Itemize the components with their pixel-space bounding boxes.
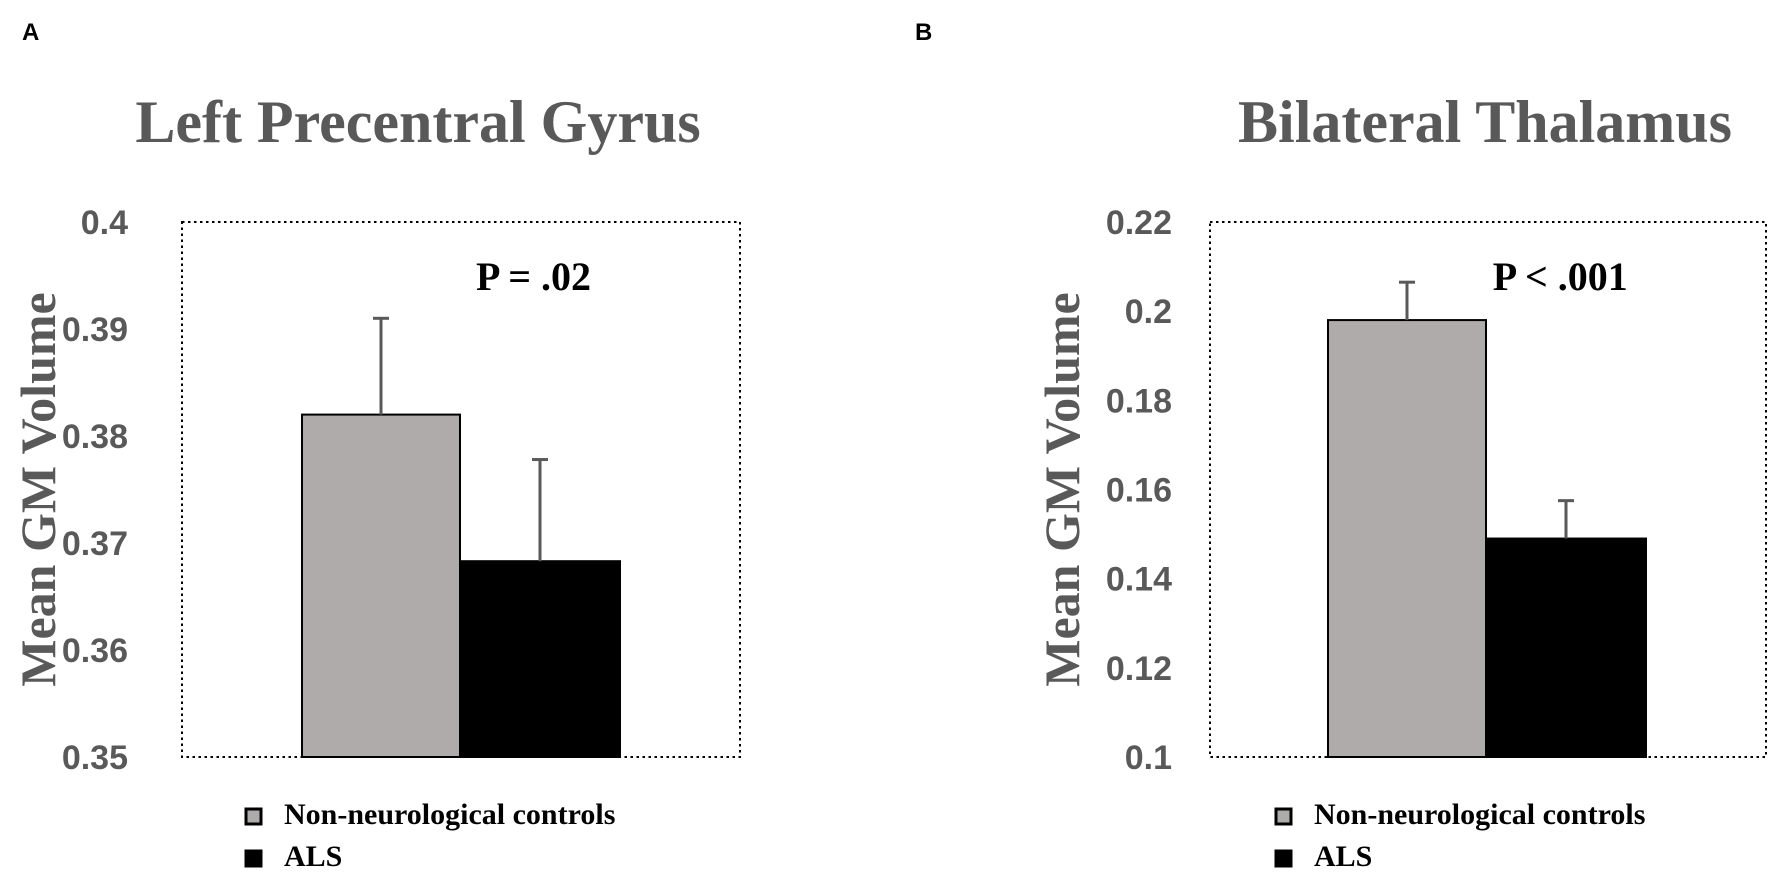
y-tick-label: 0.36 [62, 632, 128, 670]
legend-label: ALS [284, 840, 342, 873]
bar-als [1485, 537, 1647, 759]
legend-swatch [244, 807, 263, 826]
panel-b: B Bilateral Thalamus Mean GM Volume 0.1 0.12… [915, 19, 1767, 873]
legend-swatch [1274, 807, 1293, 826]
bar-controls [1327, 319, 1487, 758]
y-axis-label: Mean GM Volume [10, 292, 66, 686]
y-tick-label: 0.38 [62, 418, 128, 456]
y-tick-label: 0.12 [1106, 650, 1172, 688]
legend-swatch [1274, 849, 1293, 868]
y-tick-label: 0.1 [1125, 739, 1172, 777]
y-tick-label: 0.22 [1106, 204, 1172, 242]
y-tick-label: 0.2 [1125, 293, 1172, 331]
legend-label: Non-neurological controls [284, 798, 615, 831]
panel-letter: A [22, 19, 39, 46]
y-tick-label: 0.35 [62, 739, 128, 777]
panel-letter: B [915, 19, 932, 46]
panel-a: A Left Precentral Gyrus Mean GM Volume 0.35… [10, 19, 741, 873]
y-tick-label: 0.14 [1106, 561, 1172, 599]
legend-swatch [244, 849, 263, 868]
y-tick-label: 0.37 [62, 525, 128, 563]
chart-title: Bilateral Thalamus [1238, 89, 1732, 155]
y-axis-label: Mean GM Volume [1034, 292, 1090, 686]
legend-label: ALS [1314, 840, 1372, 873]
y-tick-label: 0.39 [62, 311, 128, 349]
y-tick-label: 0.4 [81, 204, 128, 242]
bar-controls [301, 413, 461, 758]
y-tick-label: 0.18 [1106, 382, 1172, 420]
bar-als [459, 560, 621, 758]
legend-label: Non-neurological controls [1314, 798, 1645, 831]
chart-title: Left Precentral Gyrus [135, 89, 700, 155]
y-tick-label: 0.16 [1106, 472, 1172, 510]
p-value-annotation: P = .02 [476, 254, 591, 299]
p-value-annotation: P < .001 [1493, 254, 1628, 299]
